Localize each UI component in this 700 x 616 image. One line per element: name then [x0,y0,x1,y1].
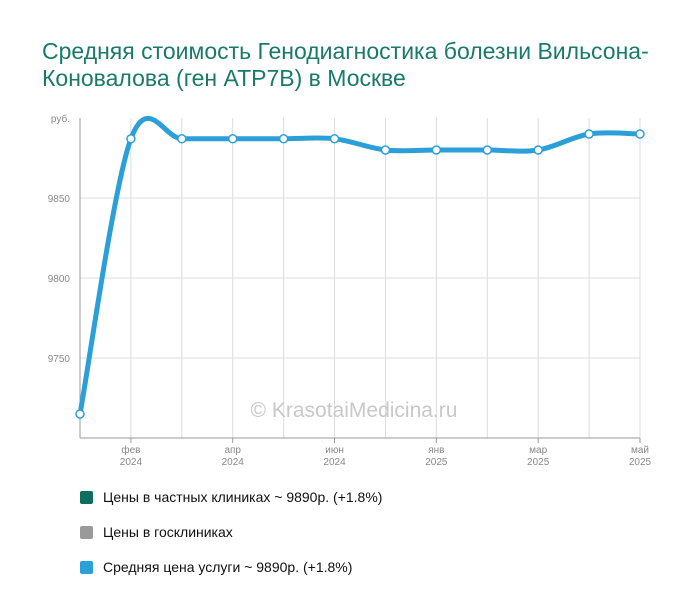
legend-label-average: Средняя цена услуги ~ 9890р. (+1.8%) [103,559,353,575]
x-tick-label-year: 2024 [222,457,245,468]
data-point [329,134,340,144]
y-tick-label: 9850 [48,194,71,205]
x-tick-label-year: 2024 [323,457,346,468]
x-tick-label-year: 2025 [425,457,448,468]
legend-item-public[interactable]: Цены в госклиниках [80,523,382,541]
data-point [431,145,442,155]
chart-title: Средняя стоимость Генодиагностика болезн… [42,38,649,91]
data-point [177,134,187,144]
x-tick-label-month: апр [224,445,241,456]
y-axis: 9750 9800 9850 руб. [48,113,81,438]
y-axis-unit-label: руб. [51,113,70,125]
x-tick-label-year: 2024 [120,457,143,468]
y-tick-label: 9750 [48,354,71,365]
legend: Цены в частных клиниках ~ 9890р. (+1.8%)… [80,488,382,593]
data-point [126,134,136,144]
legend-label-public: Цены в госклиниках [103,524,233,540]
legend-swatch-public [80,525,93,539]
x-axis: фев2024апр2024июн2024янв2025мар2025май20… [80,437,652,468]
y-tick-label: 9800 [48,274,71,285]
x-tick-label-month: янв [428,445,444,456]
data-point [584,129,594,139]
series-line [77,116,643,417]
x-tick-label-month: мар [529,445,547,456]
watermark: © KrasotaiMedicina.ru [251,399,458,422]
legend-item-average[interactable]: Средняя цена услуги ~ 9890р. (+1.8%) [80,558,382,576]
data-point [533,145,543,155]
grid [80,118,641,438]
x-tick-label-month: июн [325,445,344,456]
data-point [75,409,85,419]
legend-swatch-private [80,490,93,504]
data-point [278,134,289,144]
series-layer [75,116,645,419]
legend-swatch-average [80,560,93,574]
data-point [635,129,645,139]
x-tick-label-month: фев [121,444,140,456]
legend-label-private: Цены в частных клиниках ~ 9890р. (+1.8%) [103,489,383,505]
data-point [227,134,238,144]
data-point [380,145,391,155]
x-tick-label-year: 2025 [629,457,652,468]
x-tick-label-year: 2025 [527,457,550,468]
x-tick-label-month: май [631,445,649,456]
data-point [482,145,493,155]
legend-item-private[interactable]: Цены в частных клиниках ~ 9890р. (+1.8%) [80,488,382,506]
